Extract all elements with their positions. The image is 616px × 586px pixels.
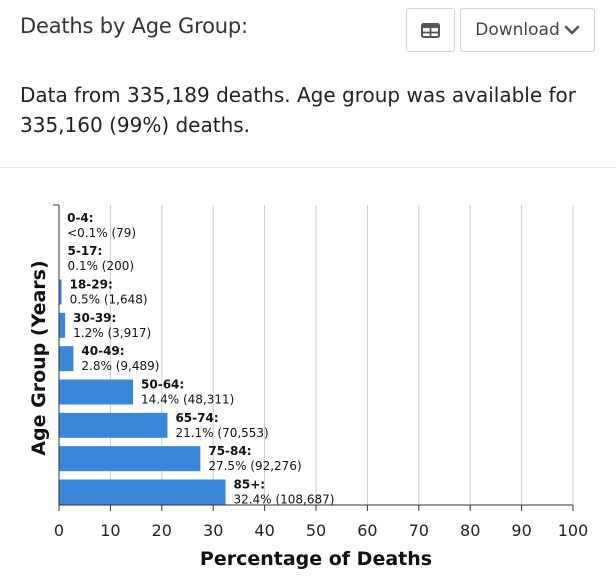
bar — [59, 312, 66, 338]
bar — [59, 412, 168, 438]
value-label: 21.1% (70,553) — [175, 426, 268, 440]
page-title: Deaths by Age Group: — [20, 14, 248, 38]
x-tick-label: 10 — [100, 521, 120, 540]
category-label: 85+: — [234, 478, 266, 492]
x-tick-label: 70 — [409, 521, 429, 540]
x-axis-title: Percentage of Deaths — [200, 548, 432, 570]
summary-text: Data from 335,189 deaths. Age group was … — [20, 83, 576, 137]
category-label: 0-4: — [67, 211, 93, 225]
bar — [59, 479, 226, 505]
value-label: 0.5% (1,648) — [70, 293, 148, 307]
value-label: 2.8% (9,489) — [81, 359, 159, 373]
x-tick-label: 20 — [152, 521, 172, 540]
download-label: Download — [475, 20, 560, 40]
value-label: 14.4% (48,311) — [141, 393, 234, 407]
category-label: 50-64: — [141, 378, 184, 392]
category-label: 18-29: — [70, 278, 113, 292]
chevron-down-icon — [564, 25, 580, 35]
value-label: <0.1% (79) — [67, 226, 136, 240]
x-tick-label: 30 — [203, 521, 223, 540]
y-axis-title: Age Group (Years) — [28, 260, 50, 455]
x-tick-label: 50 — [306, 521, 326, 540]
category-label: 40-49: — [81, 344, 124, 358]
category-label: 75-84: — [208, 444, 251, 458]
bar — [59, 279, 62, 305]
x-tick-label: 80 — [460, 521, 480, 540]
category-label: 30-39: — [73, 311, 116, 325]
bar — [59, 379, 134, 405]
value-label: 0.1% (200) — [68, 259, 135, 273]
value-label: 27.5% (92,276) — [208, 459, 301, 473]
x-tick-label: 90 — [511, 521, 531, 540]
table-view-button[interactable] — [406, 8, 455, 52]
value-label: 32.4% (108,687) — [234, 493, 335, 507]
x-tick-label: 100 — [558, 521, 589, 540]
divider — [0, 167, 616, 168]
x-tick-label: 60 — [357, 521, 377, 540]
x-tick-label: 40 — [254, 521, 274, 540]
category-label: 65-74: — [175, 411, 218, 425]
table-grid-icon — [421, 22, 440, 38]
x-tick-label: 0 — [54, 521, 64, 540]
bar — [59, 446, 201, 472]
download-button[interactable]: Download — [460, 8, 595, 52]
value-label: 1.2% (3,917) — [73, 326, 151, 340]
bar — [59, 346, 74, 372]
category-label: 5-17: — [68, 244, 103, 258]
